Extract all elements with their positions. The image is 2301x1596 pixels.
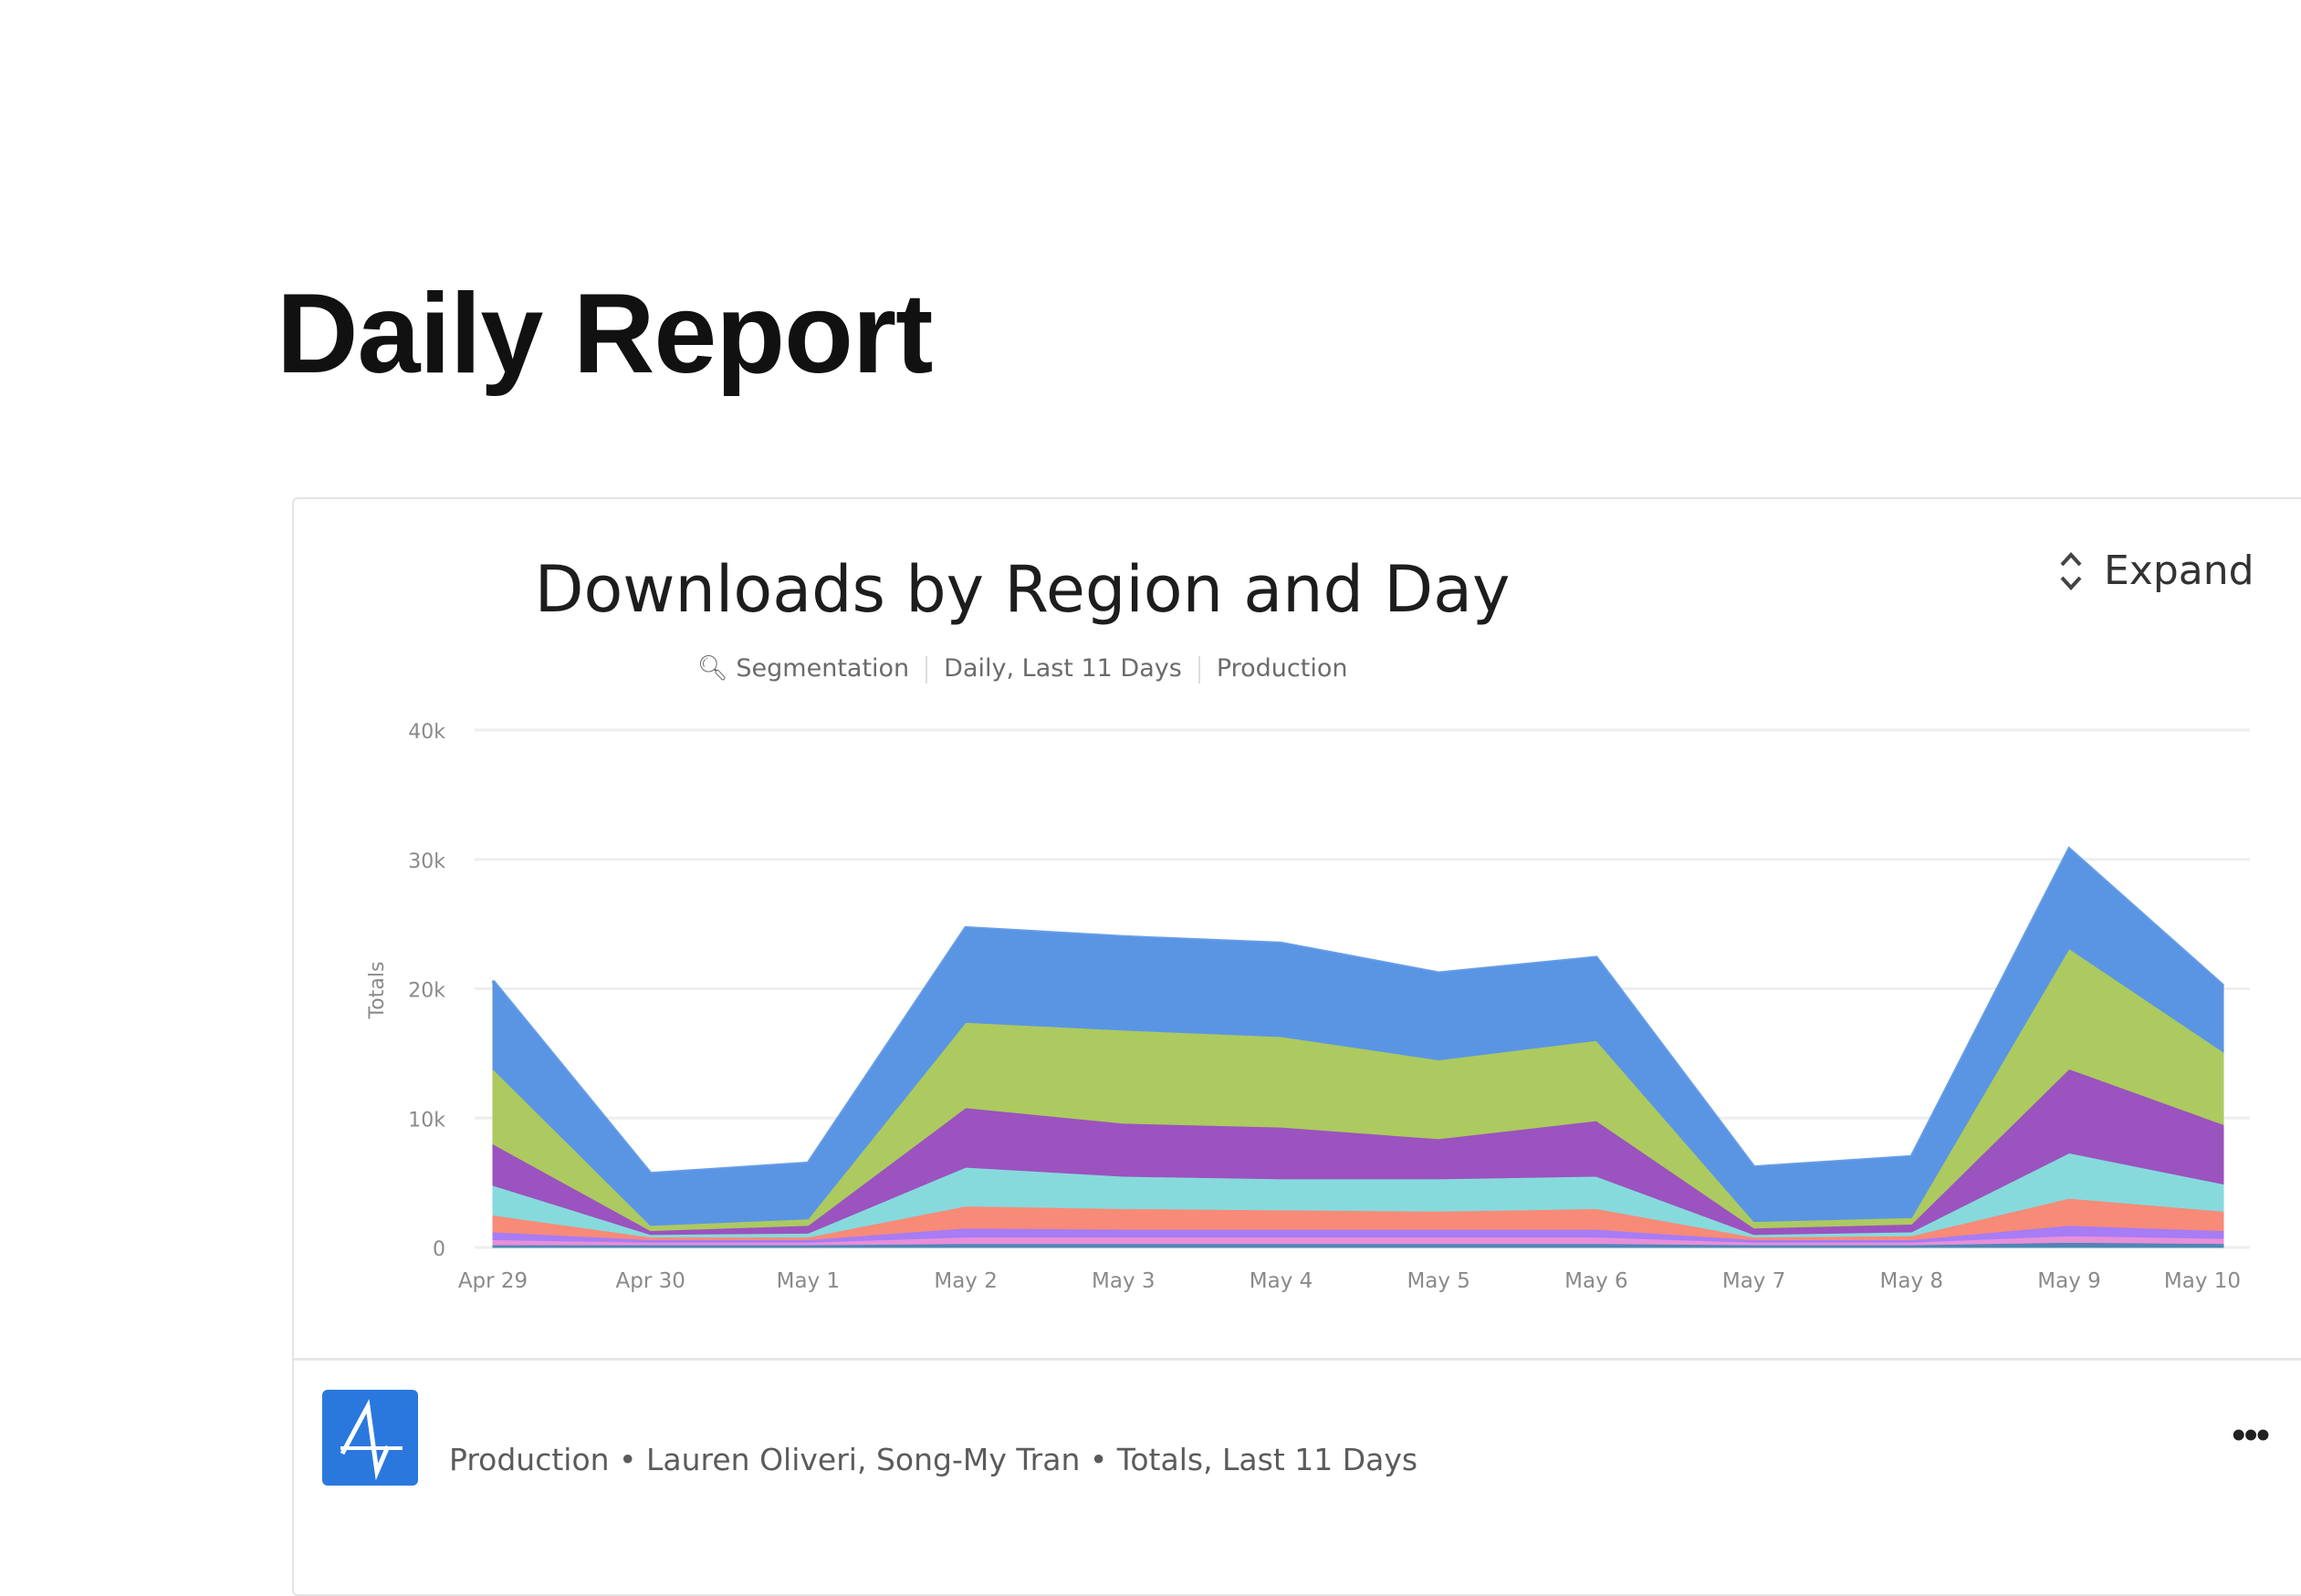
x-tick-label: May 3 xyxy=(1092,1269,1156,1293)
chart-type-label: Segmentation xyxy=(736,654,910,683)
chart-subtitle: 🔍︎ Segmentation Daily, Last 11 Days Produc… xyxy=(0,653,2045,683)
x-tick-label: May 9 xyxy=(2037,1269,2101,1293)
y-tick-label: 40k xyxy=(408,721,445,744)
card-footer-divider xyxy=(294,1358,2301,1361)
y-axis-label: Totals xyxy=(366,962,389,1020)
divider xyxy=(1198,655,1200,683)
card-footer-meta: Production • Lauren Oliveri, Song-My Tra… xyxy=(449,1442,1418,1477)
series-line-7 xyxy=(491,846,2225,1176)
amplitude-logo-icon xyxy=(322,1390,418,1486)
x-tick-label: May 6 xyxy=(1564,1269,1628,1293)
segmentation-icon: 🔍︎ xyxy=(696,654,728,683)
x-tick-label: May 1 xyxy=(777,1269,841,1293)
y-tick-label: 20k xyxy=(408,980,445,1003)
x-tick-label: May 4 xyxy=(1250,1269,1313,1293)
y-tick-label: 10k xyxy=(408,1109,445,1132)
divider xyxy=(926,655,928,683)
chart-range-label: Daily, Last 11 Days xyxy=(944,654,1182,683)
expand-label: Expand xyxy=(2104,548,2254,594)
expand-icon xyxy=(2060,551,2082,590)
expand-button[interactable]: Expand xyxy=(2058,548,2254,594)
x-tick-label: May 5 xyxy=(1407,1269,1470,1293)
page-title: Daily Report xyxy=(277,271,933,397)
chart-project-label: Production xyxy=(1216,654,1348,683)
x-tick-label: May 7 xyxy=(1722,1269,1786,1293)
x-tick-label: Apr 29 xyxy=(458,1269,528,1293)
more-options-button[interactable]: ••• xyxy=(2232,1413,2270,1457)
x-tick-label: Apr 30 xyxy=(616,1269,685,1293)
x-tick-label: May 2 xyxy=(934,1269,998,1293)
y-tick-label: 0 xyxy=(433,1238,445,1261)
chart-title[interactable]: Downloads by Region and Day xyxy=(534,552,1511,627)
x-tick-label: May 8 xyxy=(1880,1269,1944,1293)
stacked-area-chart: 0 10k 20k 30k 40k Totals Apr 29 Apr 30 May 1 May … xyxy=(366,721,2250,1293)
x-tick-label: May 10 xyxy=(2164,1269,2241,1293)
y-tick-label: 30k xyxy=(408,850,445,873)
